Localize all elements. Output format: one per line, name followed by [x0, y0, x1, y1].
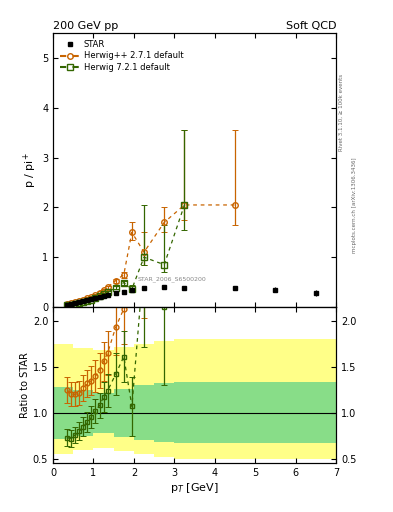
Text: STAR_2006_S6500200: STAR_2006_S6500200 [138, 276, 206, 282]
Text: Rivet 3.1.10, ≥ 100k events: Rivet 3.1.10, ≥ 100k events [339, 74, 344, 151]
Y-axis label: p / pi$^{+}$: p / pi$^{+}$ [22, 152, 39, 188]
Y-axis label: Ratio to STAR: Ratio to STAR [20, 352, 30, 418]
Legend: STAR, Herwig++ 2.7.1 default, Herwig 7.2.1 default: STAR, Herwig++ 2.7.1 default, Herwig 7.2… [57, 37, 186, 74]
X-axis label: p$_{T}$ [GeV]: p$_{T}$ [GeV] [170, 481, 219, 495]
Text: Soft QCD: Soft QCD [286, 21, 336, 31]
Text: 200 GeV pp: 200 GeV pp [53, 21, 118, 31]
Text: mcplots.cern.ch [arXiv:1306.3436]: mcplots.cern.ch [arXiv:1306.3436] [352, 157, 357, 252]
